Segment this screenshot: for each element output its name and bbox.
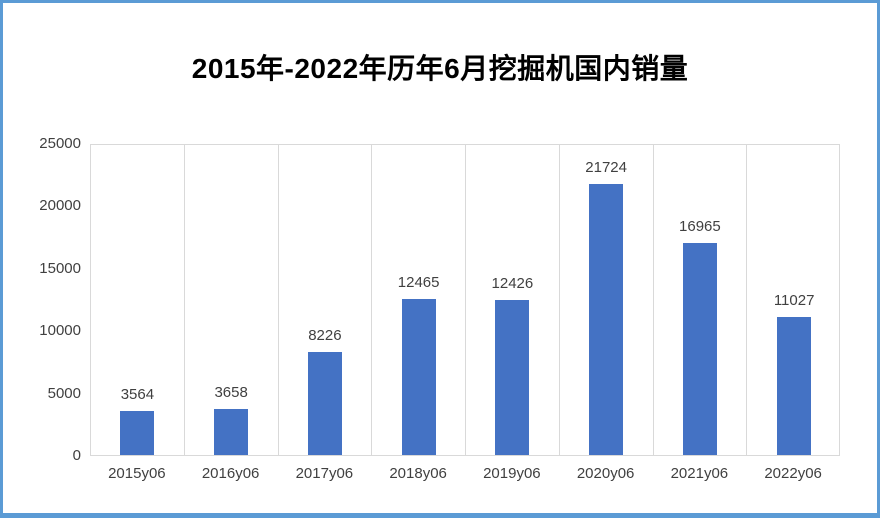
category-column: 11027 [747, 145, 841, 455]
x-tick-label: 2021y06 [670, 465, 729, 482]
y-tick-label: 5000 [47, 384, 81, 402]
category-column: 16965 [654, 145, 748, 455]
bar-value-label: 21724 [585, 159, 627, 176]
category-column: 21724 [560, 145, 654, 455]
bar-value-label: 8226 [308, 327, 342, 344]
bar-2020y06 [589, 184, 624, 455]
category-column: 8226 [279, 145, 373, 455]
bar-2016y06 [214, 409, 249, 455]
bar-2022y06 [777, 317, 812, 455]
y-tick-label: 0 [72, 447, 81, 464]
x-tick-label: 2022y06 [764, 465, 822, 482]
bar-2018y06 [401, 299, 436, 455]
x-tick-label: 2017y06 [295, 465, 354, 482]
plot-area: 3564 3658 8226 12465 12426 21724 16965 11027 [90, 144, 840, 456]
bar-value-label: 3658 [214, 384, 248, 401]
category-column: 3658 [185, 145, 279, 455]
y-tick-label: 20000 [39, 197, 81, 215]
bar-value-label: 12426 [491, 275, 534, 292]
bar-value-label: 3564 [120, 386, 155, 403]
category-column: 12426 [466, 145, 560, 455]
category-column: 3564 [91, 145, 185, 455]
bar-value-label: 12465 [397, 274, 440, 291]
x-tick-label: 2020y06 [576, 465, 635, 482]
x-tick-label: 2016y06 [201, 465, 260, 482]
bar-value-label: 16965 [679, 218, 721, 235]
x-tick-label: 2015y06 [108, 465, 166, 482]
chart-title: 2015年-2022年历年6月挖掘机国内销量 [191, 53, 689, 84]
bar-2019y06 [495, 300, 530, 455]
y-tick-label: 25000 [39, 135, 81, 152]
bar-2017y06 [307, 352, 342, 455]
bar-value-label: 11027 [773, 292, 815, 309]
x-tick-label: 2018y06 [389, 465, 447, 482]
bar-2015y06 [120, 411, 155, 455]
x-tick-label: 2019y06 [483, 465, 541, 482]
y-tick-label: 10000 [39, 322, 81, 340]
y-tick-label: 15000 [39, 259, 81, 277]
category-column: 12465 [372, 145, 466, 455]
bar-2021y06 [682, 243, 717, 455]
